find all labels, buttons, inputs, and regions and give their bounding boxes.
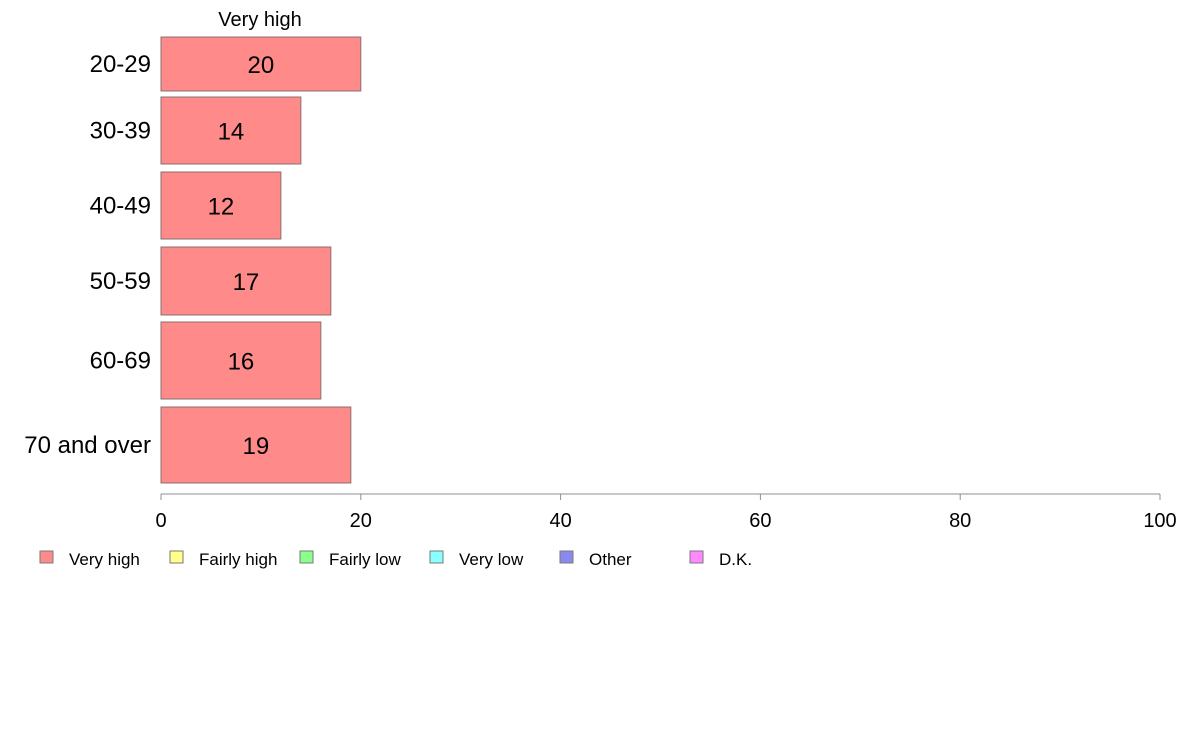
legend-swatch — [299, 550, 314, 564]
segment-header-layer: Very high — [218, 9, 301, 31]
legend-label: Very high — [69, 550, 140, 569]
x-tick-label: 20 — [350, 510, 372, 532]
legend-swatch — [559, 550, 574, 564]
bar — [160, 406, 352, 484]
category-label: 70 and over — [24, 432, 151, 459]
legend-swatch — [39, 550, 54, 564]
legend-label: D.K. — [719, 550, 752, 569]
legend-label: Very low — [459, 550, 524, 569]
legend-swatch — [169, 550, 184, 564]
legend-label: Fairly high — [199, 550, 277, 569]
segment-header: Very high — [218, 9, 301, 31]
bar-value-label: 20 — [248, 52, 275, 79]
category-label: 30-39 — [90, 118, 151, 145]
bar — [160, 171, 282, 240]
bar-value-label: 16 — [228, 349, 255, 376]
bar-value-label: 19 — [243, 433, 270, 460]
legend-swatch — [429, 550, 444, 564]
bar — [160, 96, 302, 165]
legend-swatch — [689, 550, 704, 564]
x-tick-label: 60 — [749, 510, 771, 532]
category-label: 50-59 — [90, 268, 151, 295]
bar-value-label: 12 — [208, 194, 235, 221]
bar-value-label: 17 — [233, 269, 260, 296]
x-tick-label: 80 — [949, 510, 971, 532]
category-label: 20-29 — [90, 51, 151, 78]
legend-label: Other — [589, 550, 632, 569]
bar-value-label: 14 — [218, 119, 245, 146]
bars: 20 14 12 17 16 19 — [160, 36, 362, 484]
category-label: 40-49 — [90, 193, 151, 220]
legend: Very high Fairly high Fairly low Very low Ot… — [39, 550, 752, 569]
category-labels: 20-29 30-39 40-49 50-59 60-69 70 and over — [24, 51, 151, 459]
x-tick-label: 40 — [549, 510, 571, 532]
legend-label: Fairly low — [329, 550, 402, 569]
bar — [160, 246, 332, 316]
x-tick-label: 100 — [1143, 510, 1176, 532]
bar — [160, 321, 322, 400]
x-tick-label: 0 — [155, 510, 166, 532]
category-label: 60-69 — [90, 348, 151, 375]
bar — [160, 36, 362, 92]
x-axis: 0 20 40 60 80 100 — [155, 493, 1177, 532]
